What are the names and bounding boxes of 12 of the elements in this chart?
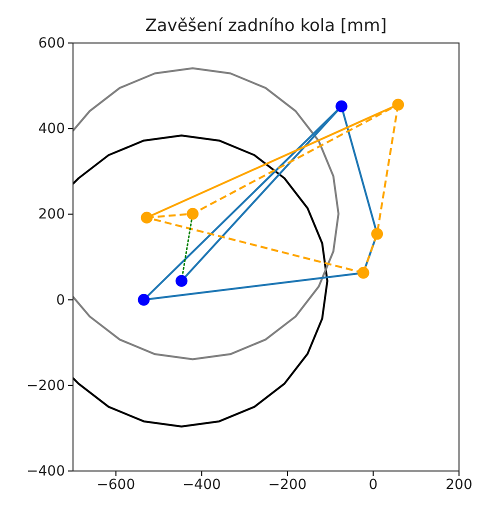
x-tick-label: −200 — [268, 476, 307, 493]
y-tick-label: 0 — [56, 292, 65, 308]
x-tick-label: −600 — [96, 476, 136, 493]
y-tick-label: −200 — [26, 378, 65, 394]
y-tick-label: 400 — [38, 121, 65, 138]
x-tick-label: −400 — [182, 476, 221, 493]
y-tick-label: −400 — [26, 463, 65, 480]
x-tick-label: 0 — [368, 476, 378, 493]
x-tick-label: 200 — [446, 476, 472, 493]
y-tick-label: 200 — [38, 206, 65, 223]
chart-title: Zavěšení zadního kola [mm] — [145, 16, 387, 36]
y-tick-label: 600 — [38, 35, 65, 52]
